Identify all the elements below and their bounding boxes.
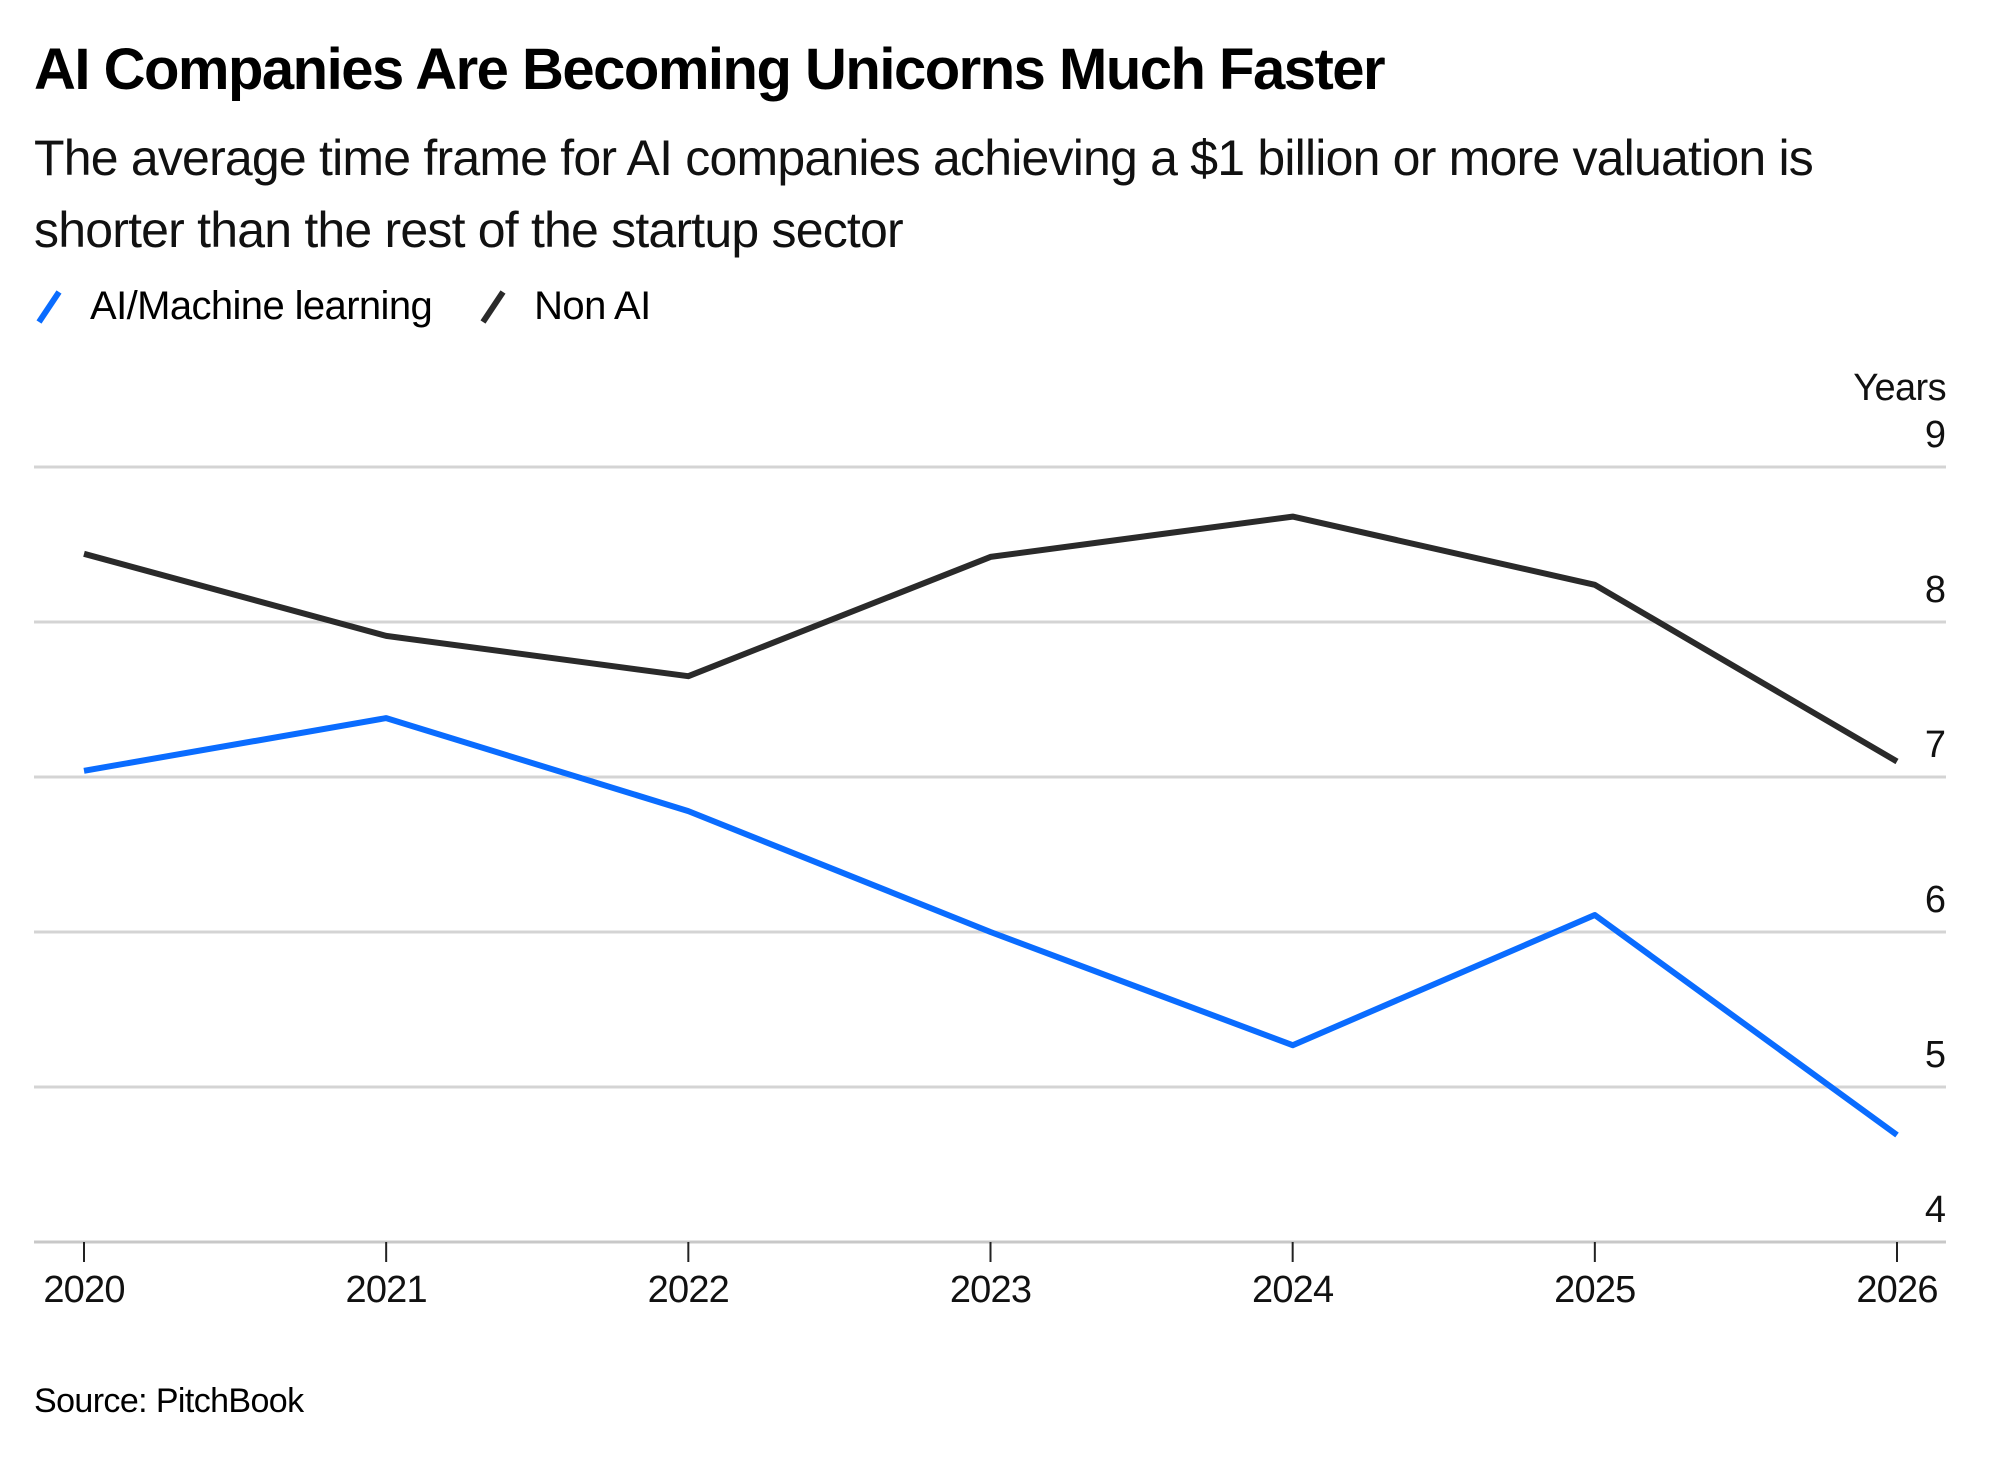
x-tick-label-2020: 2020 xyxy=(43,1269,124,1311)
legend-swatch-ai-icon xyxy=(36,289,62,324)
legend-swatch-non-ai-icon xyxy=(480,289,506,324)
chart-subtitle: The average time frame for AI companies … xyxy=(34,130,1814,258)
series-line-ai-machine-learning xyxy=(83,715,1899,1138)
y-tick-label-7: 7 xyxy=(1925,724,1946,766)
x-tick-label-2023: 2023 xyxy=(950,1269,1031,1311)
x-axis: 2020 2021 2022 2023 2024 2025 2026 xyxy=(43,1242,1938,1311)
y-axis-label: Years xyxy=(1853,367,1946,409)
legend-swatch-non-ai-line xyxy=(480,289,506,324)
y-tick-label-4: 4 xyxy=(1925,1189,1946,1231)
y-tick-label-5: 5 xyxy=(1925,1034,1946,1076)
x-tick-label-2026: 2026 xyxy=(1856,1269,1937,1311)
legend-swatch-ai-line xyxy=(36,289,62,324)
series-lines xyxy=(83,513,1899,1138)
y-tick-label-6: 6 xyxy=(1925,879,1946,921)
y-tick-label-9: 9 xyxy=(1925,414,1946,456)
y-tick-label-8: 8 xyxy=(1925,569,1946,611)
y-axis-tick-labels: 4 5 6 7 8 9 xyxy=(1925,414,1946,1231)
x-tick-label-2025: 2025 xyxy=(1554,1269,1635,1311)
x-tick-label-2021: 2021 xyxy=(345,1269,426,1311)
legend-item-ai: AI/Machine learning xyxy=(34,284,433,329)
legend: AI/Machine learning Non AI xyxy=(34,284,697,329)
gridlines xyxy=(34,465,1946,1244)
chart-title: AI Companies Are Becoming Unicorns Much … xyxy=(34,37,1386,102)
x-tick-label-2024: 2024 xyxy=(1252,1269,1334,1311)
legend-label-ai: AI/Machine learning xyxy=(90,284,433,328)
source-note: Source: PitchBook xyxy=(34,1382,304,1420)
legend-label-non-ai: Non AI xyxy=(534,284,651,328)
x-tick-label-2022: 2022 xyxy=(648,1269,729,1311)
legend-item-non-ai: Non AI xyxy=(478,284,651,329)
